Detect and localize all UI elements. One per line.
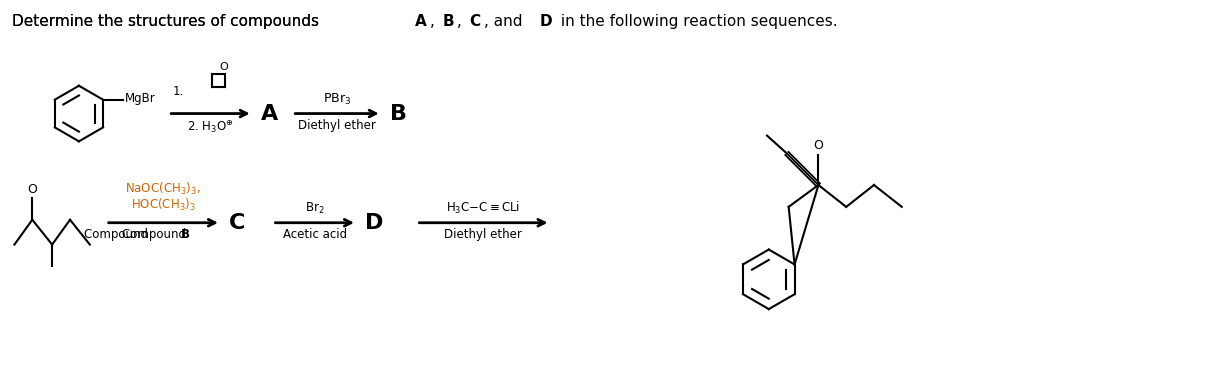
Text: B: B (389, 104, 406, 123)
Text: O: O (814, 139, 824, 152)
Text: NaOC(CH$_3$)$_3$,: NaOC(CH$_3$)$_3$, (125, 181, 201, 197)
Text: 1.: 1. (172, 85, 183, 98)
Text: Acetic acid: Acetic acid (283, 228, 347, 241)
Text: ,: , (457, 14, 467, 29)
Text: O: O (220, 62, 228, 72)
Text: HOC(CH$_3$)$_3$: HOC(CH$_3$)$_3$ (131, 197, 195, 213)
Text: Diethyl ether: Diethyl ether (444, 228, 523, 241)
Text: H$_3$C$-$C$\equiv$CLi: H$_3$C$-$C$\equiv$CLi (446, 200, 520, 216)
Text: Br$_2$: Br$_2$ (304, 201, 324, 216)
Text: Compound B: Compound B (75, 228, 152, 241)
Text: Determine the structures of compounds: Determine the structures of compounds (12, 14, 324, 29)
Text: PBr$_3$: PBr$_3$ (323, 92, 351, 106)
Text: D: D (365, 213, 383, 233)
Text: B: B (443, 14, 454, 29)
Text: C: C (469, 14, 480, 29)
Text: Diethyl ether: Diethyl ether (298, 118, 376, 132)
Text: , and: , and (484, 14, 528, 29)
Text: C: C (229, 213, 245, 233)
Text: in the following reaction sequences.: in the following reaction sequences. (557, 14, 838, 29)
Text: 2. H$_3$O$^{\oplus}$: 2. H$_3$O$^{\oplus}$ (187, 118, 234, 135)
Text: B: B (181, 228, 189, 241)
Text: D: D (540, 14, 553, 29)
Text: ,: , (429, 14, 439, 29)
Text: Determine the structures of compounds: Determine the structures of compounds (12, 14, 324, 29)
Text: A: A (261, 104, 278, 123)
Text: A: A (415, 14, 426, 29)
Text: MgBr: MgBr (125, 92, 155, 105)
Text: O: O (28, 183, 38, 196)
Text: Compound: Compound (84, 228, 152, 241)
Text: Compound: Compound (123, 228, 190, 241)
